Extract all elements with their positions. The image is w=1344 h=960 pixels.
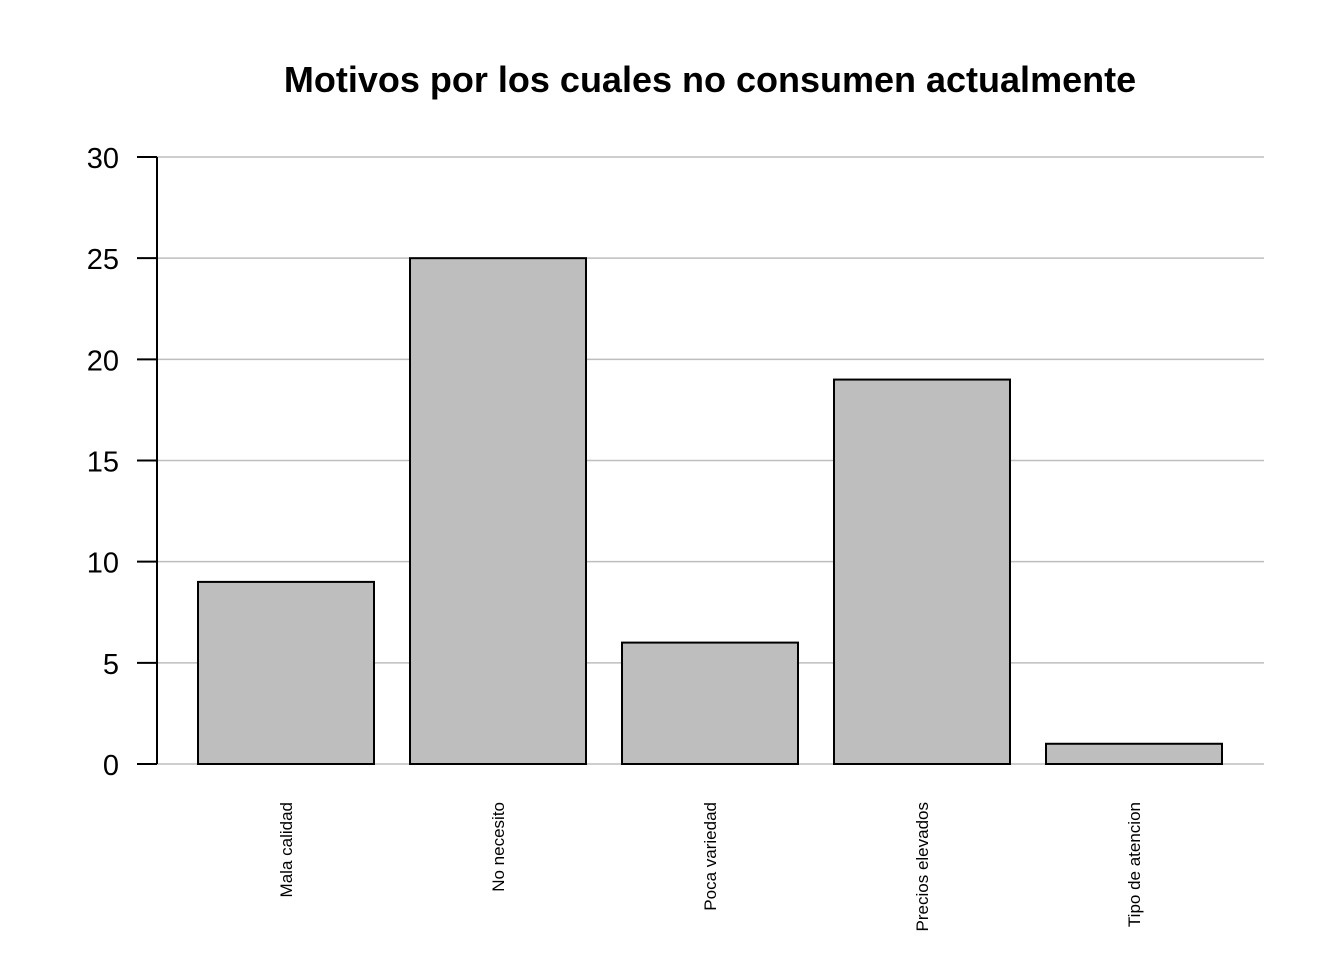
bar: [1045, 742, 1223, 765]
bar: [621, 641, 799, 765]
x-tick-label: Tipo de atencion: [1125, 802, 1144, 927]
x-tick-label: Poca variedad: [701, 802, 720, 911]
bar: [833, 378, 1011, 765]
bar: [197, 580, 375, 766]
y-tick-label: 10: [87, 548, 119, 580]
y-tick-label: 5: [103, 649, 119, 681]
y-tick-label: 30: [87, 143, 119, 175]
x-tick-label: No necesito: [489, 802, 508, 892]
x-tick-label: Mala calidad: [277, 802, 296, 897]
bar: [409, 257, 587, 765]
y-axis: 0 5 10 15 20 25 30: [87, 143, 158, 782]
chart-title: Motivos por los cuales no consumen actua…: [284, 59, 1136, 100]
bars: [197, 257, 1223, 766]
x-tick-label: Precios elevados: [913, 802, 932, 931]
y-tick-label: 15: [87, 447, 119, 479]
y-tick-label: 20: [87, 345, 119, 377]
y-tick-label: 25: [87, 244, 119, 276]
x-tick-labels: Mala calidad No necesito Poca variedad Prec…: [277, 802, 1144, 931]
y-tick-label: 0: [103, 750, 119, 782]
